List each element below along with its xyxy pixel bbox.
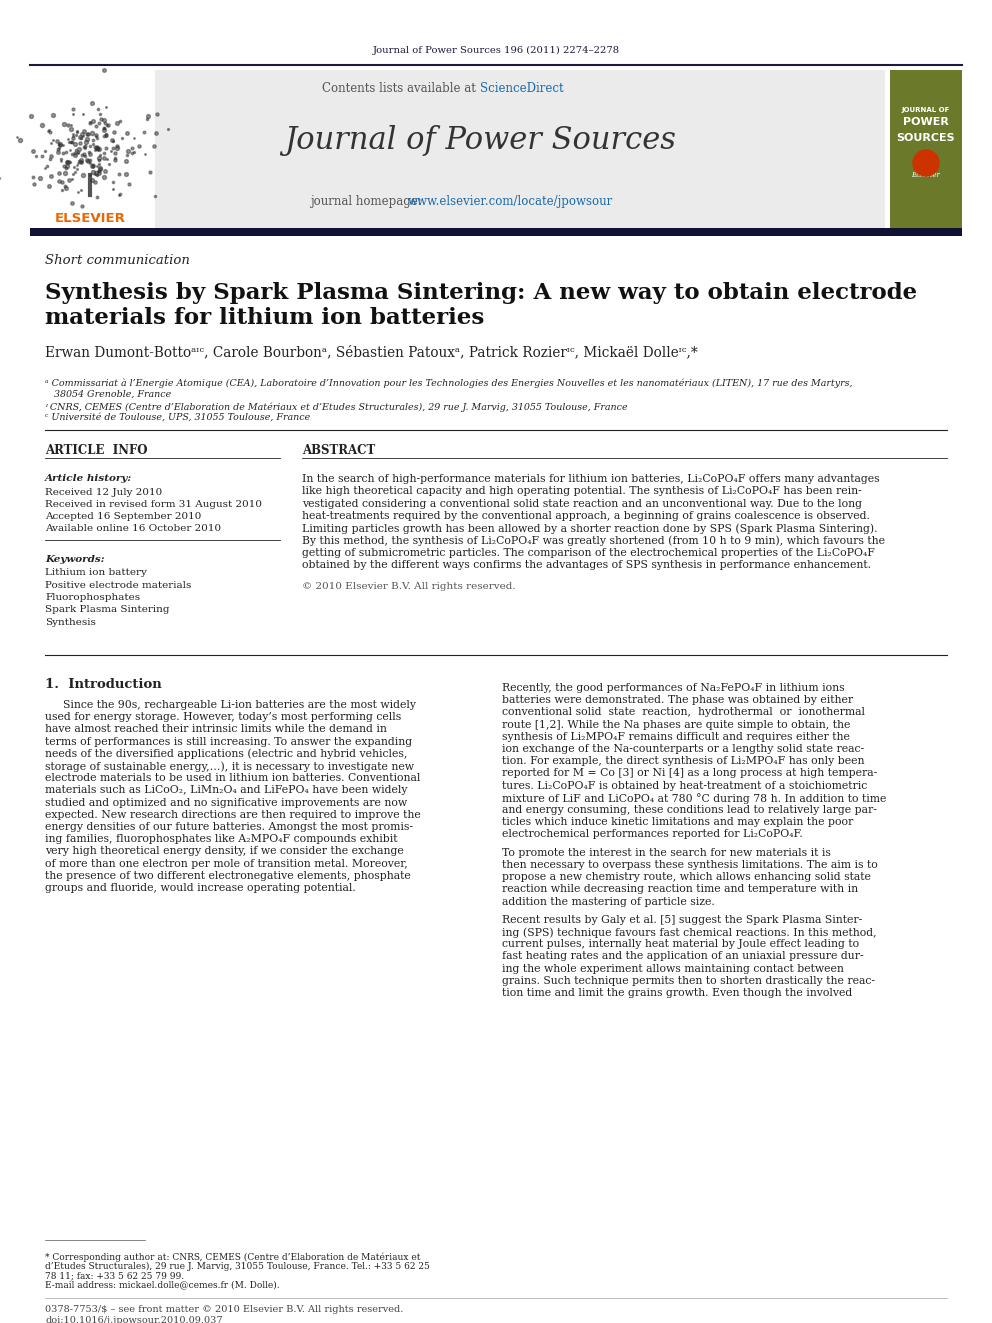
Text: energy densities of our future batteries. Amongst the most promis-: energy densities of our future batteries… — [45, 822, 413, 832]
Circle shape — [913, 149, 939, 176]
Text: © 2010 Elsevier B.V. All rights reserved.: © 2010 Elsevier B.V. All rights reserved… — [302, 582, 516, 591]
Text: reaction while decreasing reaction time and temperature with in: reaction while decreasing reaction time … — [502, 884, 858, 894]
Text: Spark Plasma Sintering: Spark Plasma Sintering — [45, 606, 170, 614]
Text: used for energy storage. However, today’s most performing cells: used for energy storage. However, today’… — [45, 712, 401, 722]
Text: fast heating rates and the application of an uniaxial pressure dur-: fast heating rates and the application o… — [502, 951, 864, 962]
Text: route [1,2]. While the Na phases are quite simple to obtain, the: route [1,2]. While the Na phases are qui… — [502, 720, 850, 729]
Text: tion time and limit the grains growth. Even though the involved: tion time and limit the grains growth. E… — [502, 988, 852, 998]
Text: then necessary to overpass these synthesis limitations. The aim is to: then necessary to overpass these synthes… — [502, 860, 878, 871]
Text: d’Etudes Structurales), 29 rue J. Marvig, 31055 Toulouse, France. Tel.: +33 5 62: d’Etudes Structurales), 29 rue J. Marvig… — [45, 1262, 430, 1270]
Text: Fluorophosphates: Fluorophosphates — [45, 593, 140, 602]
Text: like high theoretical capacity and high operating potential. The synthesis of Li: like high theoretical capacity and high … — [302, 487, 862, 496]
Text: Article history:: Article history: — [45, 474, 132, 483]
Text: ing (SPS) technique favours fast chemical reactions. In this method,: ing (SPS) technique favours fast chemica… — [502, 927, 877, 938]
Text: materials such as LiCoO₂, LiMn₂O₄ and LiFePO₄ have been widely: materials such as LiCoO₂, LiMn₂O₄ and Li… — [45, 786, 408, 795]
Text: Lithium ion battery: Lithium ion battery — [45, 568, 147, 577]
Text: Received in revised form 31 August 2010: Received in revised form 31 August 2010 — [45, 500, 262, 509]
Text: materials for lithium ion batteries: materials for lithium ion batteries — [45, 307, 484, 329]
Text: journal homepage:: journal homepage: — [310, 196, 426, 209]
Text: reported for M = Co [3] or Ni [4] as a long process at high tempera-: reported for M = Co [3] or Ni [4] as a l… — [502, 769, 877, 778]
Text: SOURCES: SOURCES — [897, 134, 955, 143]
Text: vestigated considering a conventional solid state reaction and an unconventional: vestigated considering a conventional so… — [302, 499, 862, 508]
Bar — [890, 70, 962, 228]
Text: conventional solid  state  reaction,  hydrothermal  or  ionothermal: conventional solid state reaction, hydro… — [502, 708, 865, 717]
Text: ing families, fluorophosphates like A₂MPO₄F compounds exhibit: ing families, fluorophosphates like A₂MP… — [45, 835, 398, 844]
Text: current pulses, internally heat material by Joule effect leading to: current pulses, internally heat material… — [502, 939, 859, 949]
Text: batteries were demonstrated. The phase was obtained by either: batteries were demonstrated. The phase w… — [502, 695, 853, 705]
Text: needs of the diversified applications (electric and hybrid vehicles,: needs of the diversified applications (e… — [45, 749, 408, 759]
Text: Recent results by Galy et al. [5] suggest the Spark Plasma Sinter-: Recent results by Galy et al. [5] sugges… — [502, 914, 862, 925]
Text: ABSTRACT: ABSTRACT — [302, 443, 375, 456]
Text: Since the 90s, rechargeable Li-ion batteries are the most widely: Since the 90s, rechargeable Li-ion batte… — [63, 700, 416, 710]
Text: expected. New research directions are then required to improve the: expected. New research directions are th… — [45, 810, 421, 820]
Text: mixture of LiF and LiCoPO₄ at 780 °C during 78 h. In addition to time: mixture of LiF and LiCoPO₄ at 780 °C dur… — [502, 792, 887, 803]
Text: getting of submicrometric particles. The comparison of the electrochemical prope: getting of submicrometric particles. The… — [302, 548, 875, 558]
Text: 1.  Introduction: 1. Introduction — [45, 677, 162, 691]
Text: ELSEVIER: ELSEVIER — [55, 212, 125, 225]
Text: electrochemical performances reported for Li₂CoPO₄F.: electrochemical performances reported fo… — [502, 830, 803, 839]
Text: POWER: POWER — [903, 116, 949, 127]
Bar — [30, 228, 962, 235]
Text: grains. Such technique permits then to shorten drastically the reac-: grains. Such technique permits then to s… — [502, 976, 875, 986]
Text: heat-treatments required by the conventional approach, a beginning of grains coa: heat-treatments required by the conventi… — [302, 511, 870, 521]
Text: Short communication: Short communication — [45, 254, 189, 266]
Text: Accepted 16 September 2010: Accepted 16 September 2010 — [45, 512, 201, 521]
Text: Limiting particles growth has been allowed by a shorter reaction done by SPS (Sp: Limiting particles growth has been allow… — [302, 523, 878, 533]
Text: Keywords:: Keywords: — [45, 556, 104, 564]
Text: electrode materials to be used in lithium ion batteries. Conventional: electrode materials to be used in lithiu… — [45, 773, 421, 783]
Text: * Corresponding author at: CNRS, CEMES (Centre d’Elaboration de Matériaux et: * Corresponding author at: CNRS, CEMES (… — [45, 1252, 421, 1262]
Text: the presence of two different electronegative elements, phosphate: the presence of two different electroneg… — [45, 871, 411, 881]
Text: and energy consuming, these conditions lead to relatively large par-: and energy consuming, these conditions l… — [502, 804, 877, 815]
Text: To promote the interest in the search for new materials it is: To promote the interest in the search fo… — [502, 848, 831, 857]
Text: 78 11; fax: +33 5 62 25 79 99.: 78 11; fax: +33 5 62 25 79 99. — [45, 1271, 185, 1279]
Text: obtained by the different ways confirms the advantages of SPS synthesis in perfo: obtained by the different ways confirms … — [302, 560, 871, 570]
Text: Synthesis by Spark Plasma Sintering: A new way to obtain electrode: Synthesis by Spark Plasma Sintering: A n… — [45, 282, 918, 304]
Text: addition the mastering of particle size.: addition the mastering of particle size. — [502, 897, 715, 906]
Text: terms of performances is still increasing. To answer the expanding: terms of performances is still increasin… — [45, 737, 412, 746]
Text: synthesis of Li₂MPO₄F remains difficult and requires either the: synthesis of Li₂MPO₄F remains difficult … — [502, 732, 850, 742]
Text: propose a new chemistry route, which allows enhancing solid state: propose a new chemistry route, which all… — [502, 872, 871, 882]
Text: ion exchange of the Na-counterparts or a lengthy solid state reac-: ion exchange of the Na-counterparts or a… — [502, 744, 864, 754]
Text: ticles which induce kinetic limitations and may explain the poor: ticles which induce kinetic limitations … — [502, 818, 853, 827]
Text: By this method, the synthesis of Li₂CoPO₄F was greatly shortened (from 10 h to 9: By this method, the synthesis of Li₂CoPO… — [302, 536, 885, 546]
Text: Journal of Power Sources: Journal of Power Sources — [284, 124, 676, 156]
Text: www.elsevier.com/locate/jpowsour: www.elsevier.com/locate/jpowsour — [408, 196, 613, 209]
Text: Positive electrode materials: Positive electrode materials — [45, 581, 191, 590]
Text: groups and fluoride, would increase operating potential.: groups and fluoride, would increase oper… — [45, 882, 356, 893]
Text: ᵃ Commissariat à l’Energie Atomique (CEA), Laboratoire d’Innovation pour les Tec: ᵃ Commissariat à l’Energie Atomique (CEA… — [45, 378, 852, 388]
Text: very high theoretical energy density, if we consider the exchange: very high theoretical energy density, if… — [45, 847, 404, 856]
Text: ARTICLE  INFO: ARTICLE INFO — [45, 443, 148, 456]
Bar — [155, 70, 885, 228]
Text: JOURNAL OF: JOURNAL OF — [902, 107, 950, 112]
Text: tures. Li₂CoPO₄F is obtained by heat-treatment of a stoichiometric: tures. Li₂CoPO₄F is obtained by heat-tre… — [502, 781, 867, 791]
Text: Erwan Dumont-Bottoᵃᶦᶜ, Carole Bourbonᵃ, Sébastien Patouxᵃ, Patrick Rozierᶦᶜ, Mic: Erwan Dumont-Bottoᵃᶦᶜ, Carole Bourbonᵃ, … — [45, 345, 697, 359]
Text: Contents lists available at: Contents lists available at — [322, 82, 480, 94]
Text: ScienceDirect: ScienceDirect — [480, 82, 563, 94]
Text: ing the whole experiment allows maintaining contact between: ing the whole experiment allows maintain… — [502, 963, 844, 974]
Text: have almost reached their intrinsic limits while the demand in: have almost reached their intrinsic limi… — [45, 725, 387, 734]
Text: Journal of Power Sources 196 (2011) 2274–2278: Journal of Power Sources 196 (2011) 2274… — [372, 45, 620, 54]
Text: E-mail address: mickael.dolle@cemes.fr (M. Dolle).: E-mail address: mickael.dolle@cemes.fr (… — [45, 1281, 280, 1290]
Text: In the search of high-performance materials for lithium ion batteries, Li₂CoPO₄F: In the search of high-performance materi… — [302, 474, 880, 484]
Text: doi:10.1016/j.jpowsour.2010.09.037: doi:10.1016/j.jpowsour.2010.09.037 — [45, 1316, 222, 1323]
Text: 0378-7753/$ – see front matter © 2010 Elsevier B.V. All rights reserved.: 0378-7753/$ – see front matter © 2010 El… — [45, 1304, 404, 1314]
Text: Elsevier: Elsevier — [912, 171, 940, 179]
Text: tion. For example, the direct synthesis of Li₂MPO₄F has only been: tion. For example, the direct synthesis … — [502, 757, 864, 766]
Text: Available online 16 October 2010: Available online 16 October 2010 — [45, 524, 221, 533]
Text: Received 12 July 2010: Received 12 July 2010 — [45, 488, 163, 497]
Text: of more than one electron per mole of transition metal. Moreover,: of more than one electron per mole of tr… — [45, 859, 408, 869]
Text: ᶜ Université de Toulouse, UPS, 31055 Toulouse, France: ᶜ Université de Toulouse, UPS, 31055 Tou… — [45, 413, 310, 422]
Bar — [30, 75, 150, 225]
Text: Synthesis: Synthesis — [45, 618, 96, 627]
Text: studied and optimized and no significative improvements are now: studied and optimized and no significati… — [45, 798, 407, 807]
Text: ᶦ CNRS, CEMES (Centre d’Elaboration de Matériaux et d’Etudes Structurales), 29 r: ᶦ CNRS, CEMES (Centre d’Elaboration de M… — [45, 402, 628, 411]
Text: Recently, the good performances of Na₂FePO₄F in lithium ions: Recently, the good performances of Na₂Fe… — [502, 683, 844, 693]
Text: 38054 Grenoble, France: 38054 Grenoble, France — [45, 390, 172, 400]
Text: storage of sustainable energy,…), it is necessary to investigate new: storage of sustainable energy,…), it is … — [45, 761, 414, 771]
